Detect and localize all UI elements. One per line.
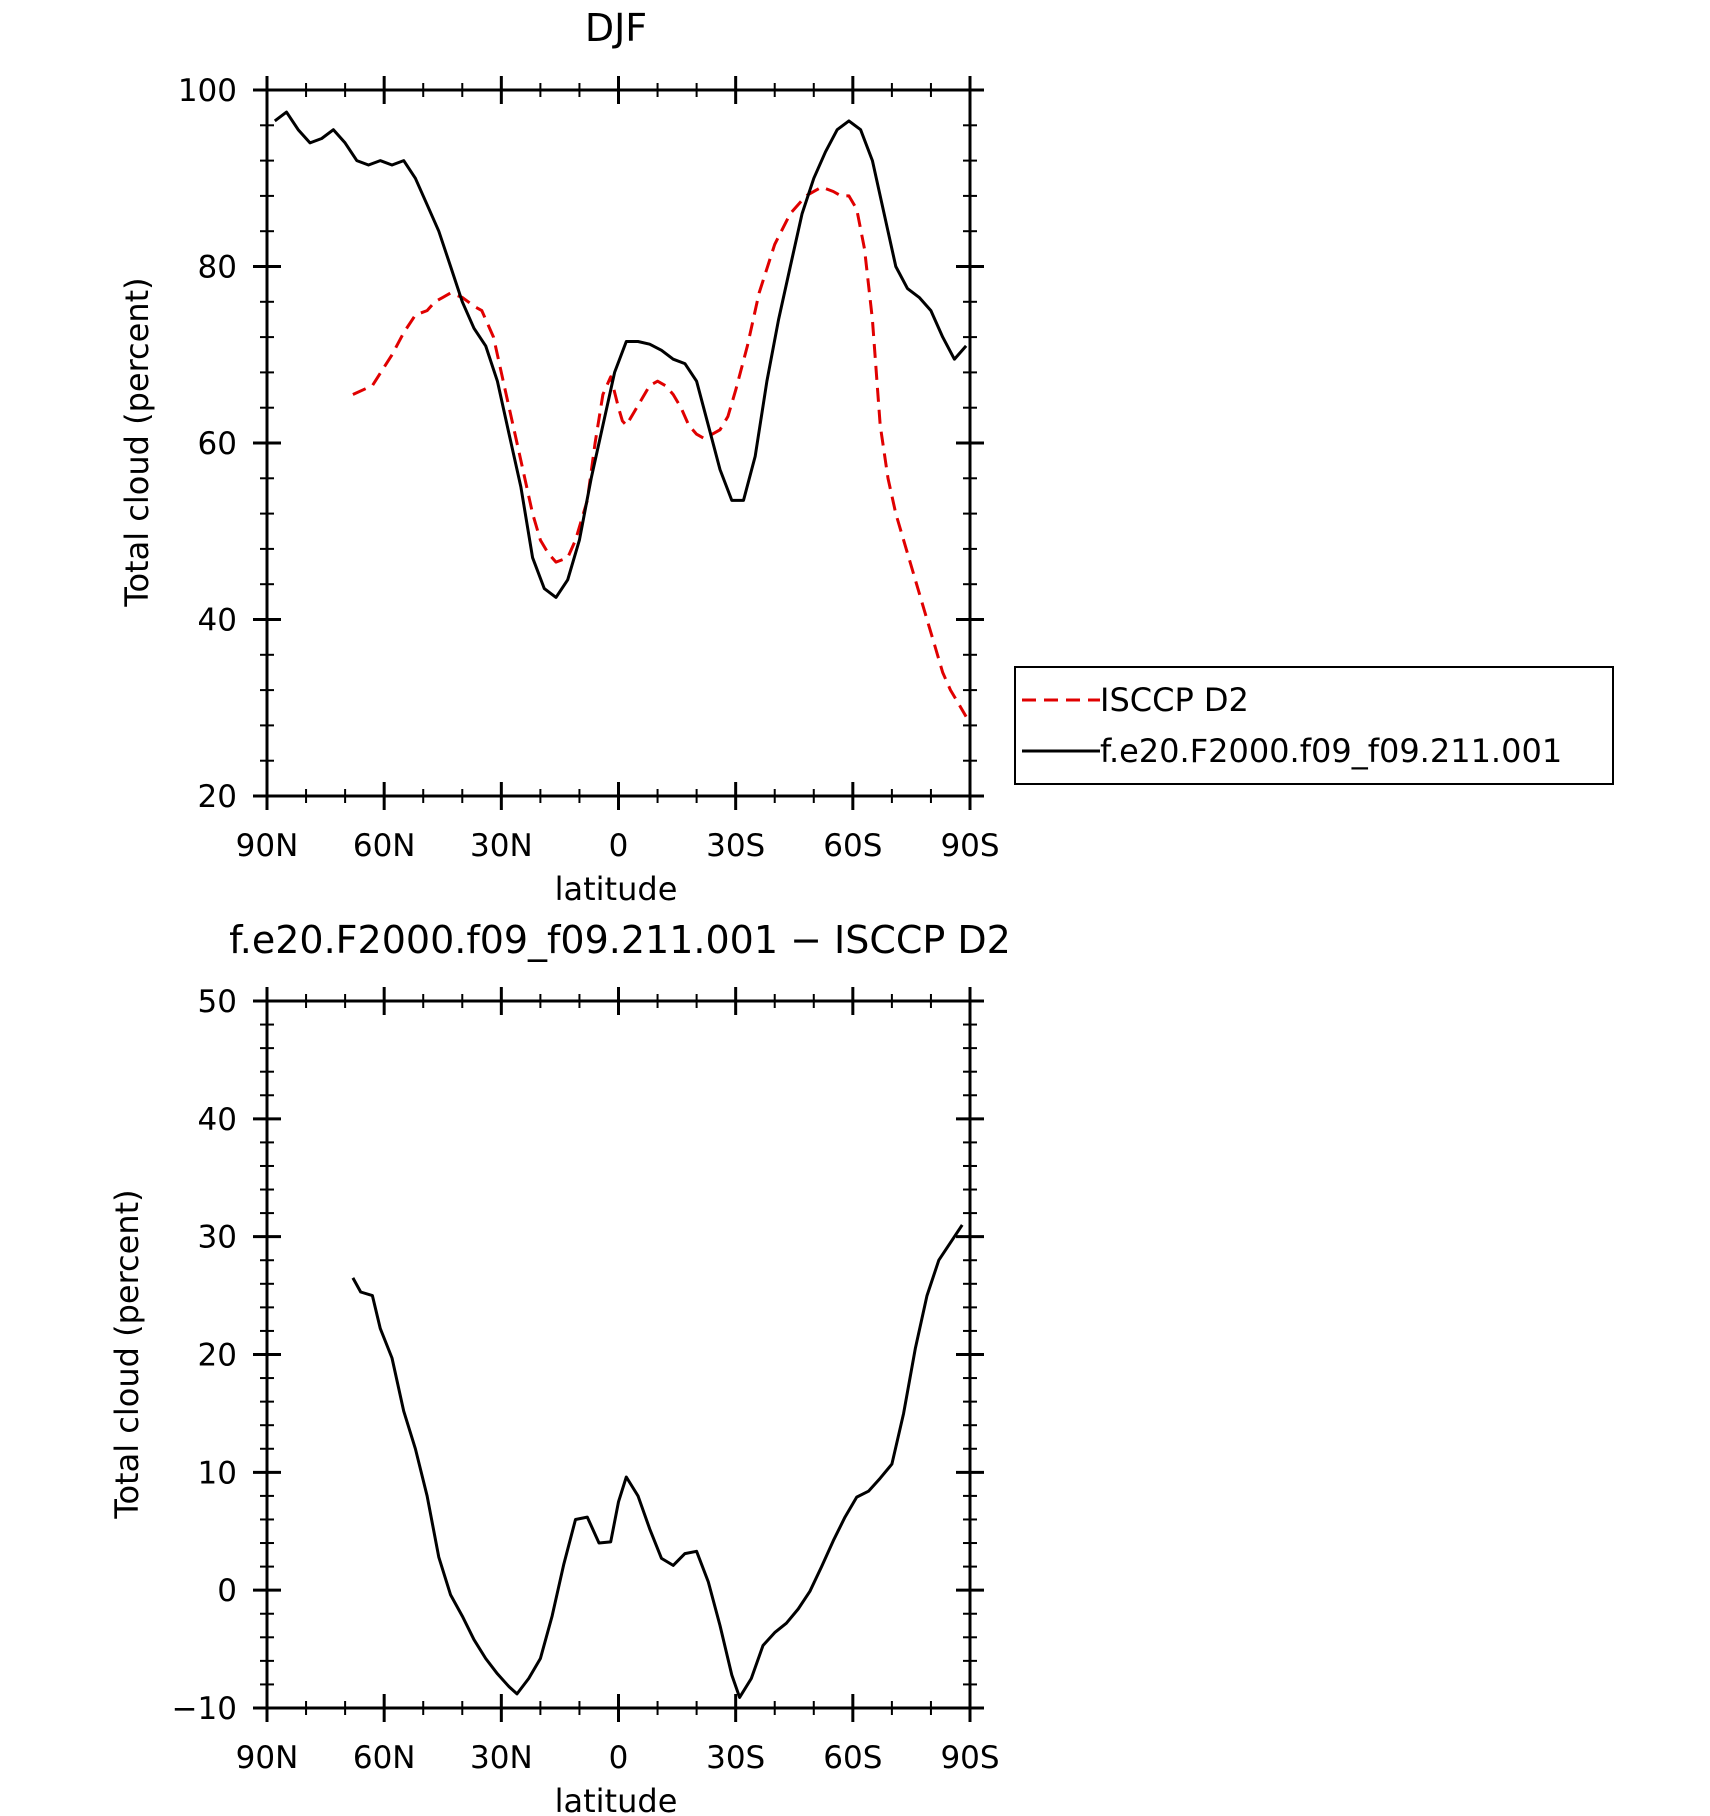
legend-box <box>1014 666 1614 785</box>
bottom-series-lines <box>351 1224 964 1699</box>
x-tick-label: 60N <box>353 828 416 864</box>
y-tick-label: 20 <box>198 779 237 815</box>
legend-label-isccp: ISCCP D2 <box>1100 681 1249 719</box>
top-y-axis-label: Total cloud (percent) <box>118 277 156 607</box>
x-tick-label: 30S <box>706 828 765 864</box>
legend-label-model: f.e20.F2000.f09_f09.211.001 <box>1100 732 1562 770</box>
x-tick-label: 90N <box>236 828 299 864</box>
top-plot-frame <box>265 88 972 798</box>
y-tick-label: 30 <box>198 1220 237 1256</box>
top-series-lines <box>273 110 968 718</box>
bottom-y-axis-label: Total cloud (percent) <box>108 1189 146 1519</box>
x-tick-label: 90S <box>940 1740 999 1776</box>
bottom-tick-labels: 90N 60N 30N 0 30S 60S 90S −10 0 10 20 30 40 50 <box>172 984 1000 1776</box>
y-tick-label: 100 <box>178 73 237 109</box>
top-chart-title: DJF <box>585 6 647 50</box>
x-tick-label: 0 <box>609 1740 629 1776</box>
bottom-x-axis-label: latitude <box>555 1782 678 1816</box>
x-tick-label: 30N <box>470 1740 533 1776</box>
series-line-1 <box>273 110 968 599</box>
x-tick-label: 0 <box>609 828 629 864</box>
x-tick-label: 90S <box>940 828 999 864</box>
x-tick-label: 30S <box>706 1740 765 1776</box>
x-tick-label: 60N <box>353 1740 416 1776</box>
top-panel: DJF Total cloud (percent) latitude 90N 60… <box>118 6 1614 908</box>
bottom-panel: f.e20.F2000.f09_f09.211.001 − ISCCP D2 T… <box>108 918 1011 1816</box>
y-tick-label: 20 <box>198 1338 237 1374</box>
top-tick-labels: 90N 60N 30N 0 30S 60S 90S 20 40 60 80 100 <box>178 73 1000 864</box>
series-line-0 <box>352 185 968 718</box>
y-tick-label: 10 <box>198 1455 237 1491</box>
x-tick-label: 60S <box>823 1740 882 1776</box>
y-tick-label: 40 <box>198 603 237 639</box>
top-x-axis-label: latitude <box>555 870 678 908</box>
x-tick-label: 90N <box>236 1740 299 1776</box>
y-tick-label: −10 <box>172 1691 237 1727</box>
legend: ISCCP D2 f.e20.F2000.f09_f09.211.001 <box>1014 666 1614 785</box>
bottom-chart-title: f.e20.F2000.f09_f09.211.001 − ISCCP D2 <box>229 918 1011 962</box>
y-tick-label: 60 <box>198 426 237 462</box>
y-tick-label: 80 <box>198 250 237 286</box>
y-tick-label: 50 <box>198 984 237 1020</box>
series-line-0 <box>351 1224 964 1699</box>
bottom-plot-frame <box>265 999 972 1710</box>
x-tick-label: 30N <box>470 828 533 864</box>
x-tick-label: 60S <box>823 828 882 864</box>
y-tick-label: 0 <box>217 1573 237 1609</box>
y-tick-label: 40 <box>198 1102 237 1138</box>
